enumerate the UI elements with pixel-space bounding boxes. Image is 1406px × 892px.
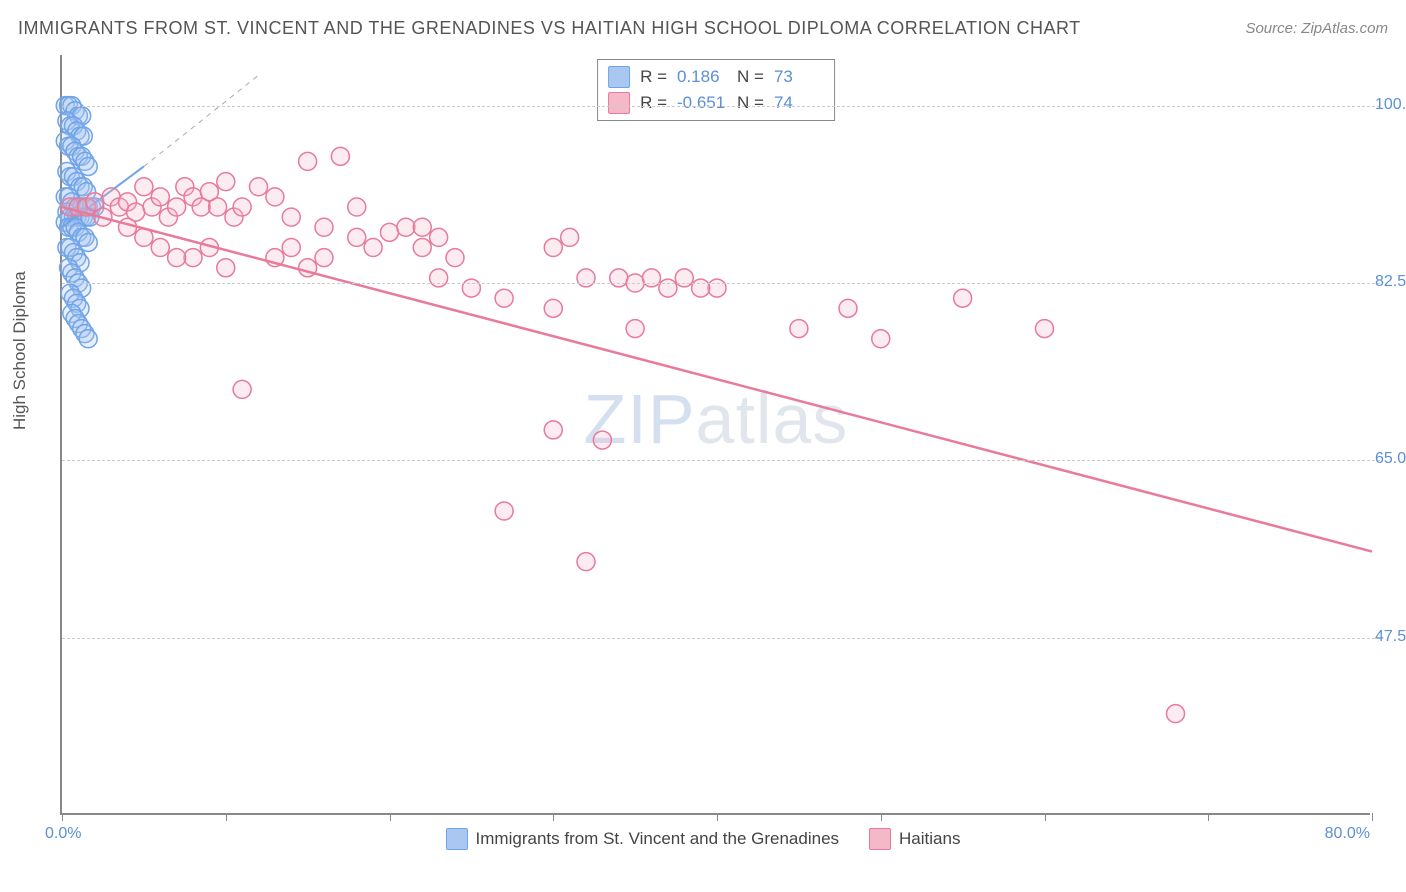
data-point bbox=[626, 320, 644, 338]
source-label: Source: ZipAtlas.com bbox=[1245, 20, 1388, 37]
legend-label: Haitians bbox=[899, 829, 960, 849]
data-point bbox=[708, 279, 726, 297]
data-point bbox=[430, 228, 448, 246]
x-tick bbox=[62, 813, 63, 821]
data-point bbox=[233, 198, 251, 216]
data-point bbox=[1167, 705, 1185, 723]
data-point bbox=[135, 178, 153, 196]
data-point bbox=[397, 218, 415, 236]
data-point bbox=[839, 299, 857, 317]
scatter-svg bbox=[62, 55, 1370, 813]
legend-swatch bbox=[446, 828, 468, 850]
trend-extension bbox=[144, 75, 259, 166]
correlation-row: R = 0.186 N = 73 bbox=[608, 64, 824, 90]
data-point bbox=[593, 431, 611, 449]
y-axis-title: High School Diploma bbox=[10, 271, 30, 430]
n-label: N = bbox=[737, 67, 764, 87]
r-label: R = bbox=[640, 93, 667, 113]
chart-title: IMMIGRANTS FROM ST. VINCENT AND THE GREN… bbox=[18, 18, 1081, 39]
data-point bbox=[233, 380, 251, 398]
data-point bbox=[151, 239, 169, 257]
legend-label: Immigrants from St. Vincent and the Gren… bbox=[476, 829, 839, 849]
y-tick-label: 47.5% bbox=[1375, 628, 1406, 646]
series-legend: Immigrants from St. Vincent and the Gren… bbox=[0, 828, 1406, 850]
y-tick-label: 82.5% bbox=[1375, 273, 1406, 291]
data-point bbox=[315, 218, 333, 236]
data-point bbox=[544, 421, 562, 439]
data-point bbox=[168, 249, 186, 267]
data-point bbox=[872, 330, 890, 348]
data-point bbox=[184, 249, 202, 267]
correlation-row: R = -0.651 N = 74 bbox=[608, 90, 824, 116]
data-point bbox=[446, 249, 464, 267]
legend-swatch bbox=[608, 66, 630, 88]
data-point bbox=[282, 239, 300, 257]
x-tick bbox=[226, 813, 227, 821]
data-point bbox=[217, 173, 235, 191]
n-label: N = bbox=[737, 93, 764, 113]
gridline bbox=[62, 106, 1380, 107]
data-point bbox=[1036, 320, 1054, 338]
data-point bbox=[364, 239, 382, 257]
data-point bbox=[299, 152, 317, 170]
data-point bbox=[692, 279, 710, 297]
data-point bbox=[381, 223, 399, 241]
gridline bbox=[62, 283, 1380, 284]
data-point bbox=[462, 279, 480, 297]
data-point bbox=[610, 269, 628, 287]
gridline bbox=[62, 460, 1380, 461]
plot-area: ZIPatlas R =0.186N =73R =-0.651N =74 47.… bbox=[60, 55, 1370, 815]
data-point bbox=[544, 299, 562, 317]
legend-item: Haitians bbox=[869, 828, 960, 850]
legend-swatch bbox=[608, 92, 630, 114]
correlation-legend: R = 0.186 N = 73 R = -0.651 N = 74 bbox=[597, 59, 835, 121]
data-point bbox=[151, 188, 169, 206]
x-tick bbox=[881, 813, 882, 821]
data-point bbox=[348, 198, 366, 216]
x-tick bbox=[1045, 813, 1046, 821]
data-point bbox=[217, 259, 235, 277]
data-point bbox=[209, 198, 227, 216]
data-point bbox=[315, 249, 333, 267]
n-value: 74 bbox=[774, 93, 824, 113]
data-point bbox=[331, 147, 349, 165]
data-point bbox=[577, 553, 595, 571]
data-point bbox=[495, 502, 513, 520]
legend-item: Immigrants from St. Vincent and the Gren… bbox=[446, 828, 839, 850]
data-point bbox=[348, 228, 366, 246]
data-point bbox=[561, 228, 579, 246]
x-tick bbox=[390, 813, 391, 821]
r-value: 0.186 bbox=[677, 67, 727, 87]
data-point bbox=[119, 218, 137, 236]
data-point bbox=[577, 269, 595, 287]
data-point bbox=[250, 178, 268, 196]
data-point bbox=[282, 208, 300, 226]
r-label: R = bbox=[640, 67, 667, 87]
data-point bbox=[643, 269, 661, 287]
data-point bbox=[659, 279, 677, 297]
data-point bbox=[790, 320, 808, 338]
data-point bbox=[266, 188, 284, 206]
x-tick bbox=[553, 813, 554, 821]
data-point bbox=[675, 269, 693, 287]
r-value: -0.651 bbox=[677, 93, 727, 113]
x-tick bbox=[1372, 813, 1373, 821]
y-tick-label: 100.0% bbox=[1375, 96, 1406, 114]
n-value: 73 bbox=[774, 67, 824, 87]
data-point bbox=[495, 289, 513, 307]
data-point bbox=[79, 330, 97, 348]
data-point bbox=[168, 198, 186, 216]
data-point bbox=[954, 289, 972, 307]
data-point bbox=[430, 269, 448, 287]
trend-line bbox=[62, 207, 1372, 552]
gridline bbox=[62, 638, 1380, 639]
y-tick-label: 65.0% bbox=[1375, 450, 1406, 468]
data-point bbox=[413, 239, 431, 257]
x-tick bbox=[717, 813, 718, 821]
legend-swatch bbox=[869, 828, 891, 850]
data-point bbox=[413, 218, 431, 236]
x-tick bbox=[1208, 813, 1209, 821]
data-point bbox=[544, 239, 562, 257]
